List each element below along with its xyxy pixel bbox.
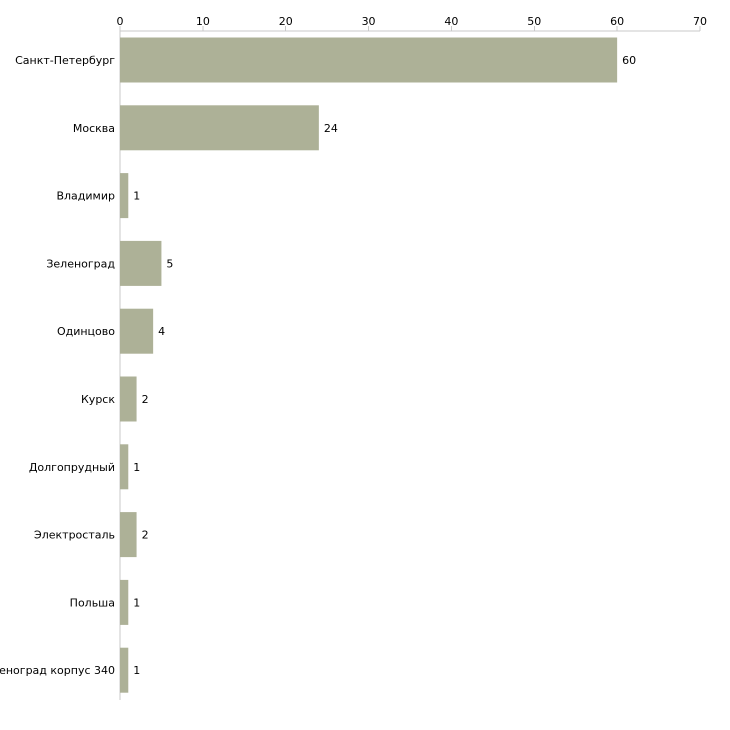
- x-tick-label: 30: [362, 15, 376, 28]
- x-tick-label: 40: [444, 15, 458, 28]
- bar-value-label: 60: [622, 54, 636, 67]
- bar: [120, 512, 137, 558]
- category-label: Электросталь: [34, 529, 115, 542]
- bar-value-label: 1: [133, 461, 140, 474]
- category-label: Владимир: [56, 190, 115, 203]
- category-label: Долгопрудный: [29, 461, 115, 474]
- category-labels: Санкт-Петербург Москва Владимир Зеленоград О…: [0, 54, 115, 677]
- bars: [120, 37, 618, 693]
- bar: [120, 376, 137, 422]
- bar: [120, 37, 618, 83]
- x-tick-label: 50: [527, 15, 541, 28]
- value-labels: 60 24 1 5 4 2 1 2 1 1: [133, 54, 636, 677]
- bar: [120, 240, 162, 286]
- bar-value-label: 1: [133, 596, 140, 609]
- bar: [120, 173, 129, 219]
- bar-value-label: 2: [142, 393, 149, 406]
- bar: [120, 579, 129, 625]
- x-tick-label: 70: [693, 15, 707, 28]
- bar: [120, 444, 129, 490]
- bar: [120, 647, 129, 693]
- category-label: Зеленоград корпус 340: [0, 664, 115, 677]
- x-axis: 0 10 20 30 40 50 60 70: [117, 15, 707, 32]
- bar-value-label: 1: [133, 664, 140, 677]
- bar: [120, 308, 154, 354]
- bar-value-label: 2: [142, 529, 149, 542]
- x-tick-label: 0: [117, 15, 124, 28]
- bar-value-label: 24: [324, 122, 338, 135]
- category-label: Санкт-Петербург: [15, 54, 115, 67]
- bar: [120, 105, 319, 151]
- category-label: Курск: [81, 393, 115, 406]
- bar-value-label: 5: [166, 257, 173, 270]
- category-label: Зеленоград: [46, 257, 115, 270]
- category-label: Одинцово: [57, 325, 115, 338]
- bar-value-label: 1: [133, 190, 140, 203]
- bar-value-label: 4: [158, 325, 165, 338]
- category-label: Москва: [73, 122, 115, 135]
- x-tick-label: 10: [196, 15, 210, 28]
- category-label: Польша: [70, 596, 115, 609]
- x-tick-label: 60: [610, 15, 624, 28]
- x-tick-label: 20: [279, 15, 293, 28]
